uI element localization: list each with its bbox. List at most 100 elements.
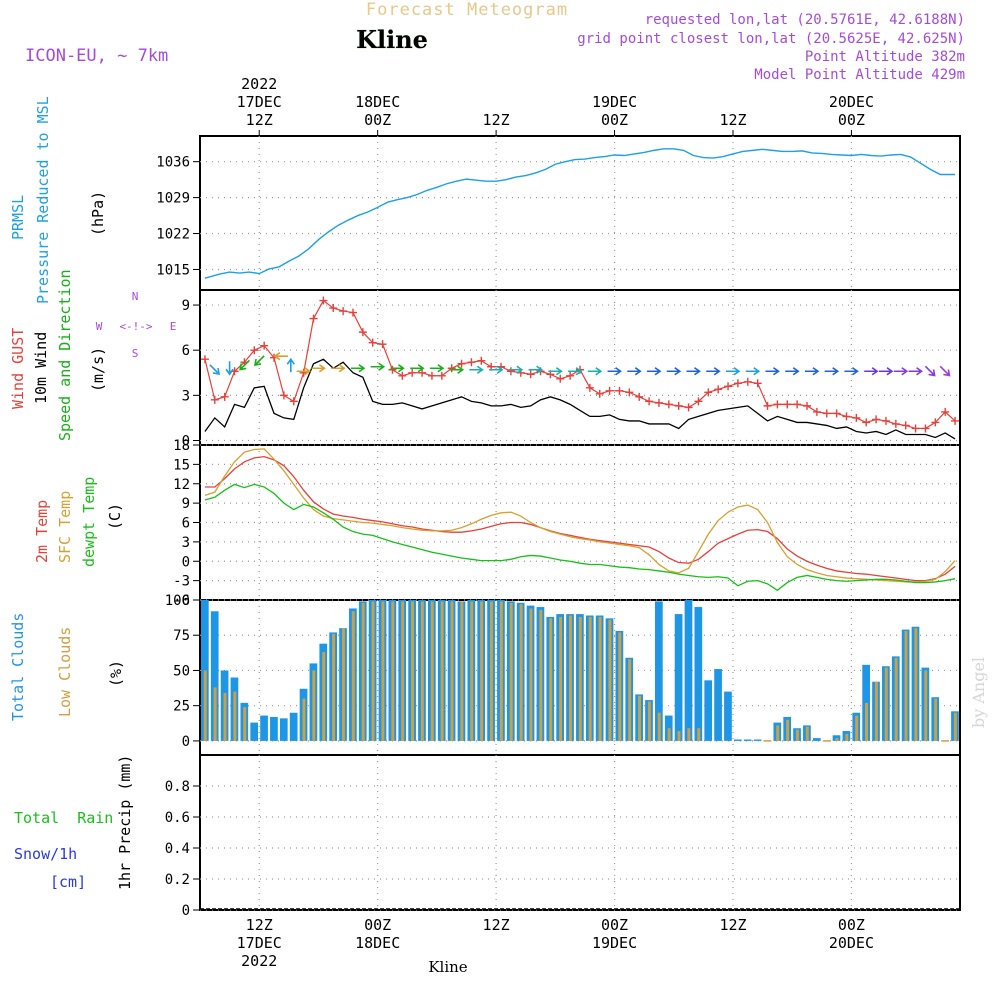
gust-marker <box>526 370 535 379</box>
ytick-label-precip: 0.2 <box>165 872 190 888</box>
ytick-label-clouds: 0 <box>182 734 190 750</box>
bar-low-cloud <box>203 670 207 741</box>
bar-total-cloud <box>270 716 278 741</box>
ytick-label-temperature: 3 <box>182 535 190 551</box>
panel-frames <box>199 135 961 911</box>
bottom-axis-label: 00Z <box>601 916 628 934</box>
wind-direction-arrow <box>410 364 425 373</box>
bar-total-cloud <box>684 600 693 741</box>
gust-marker <box>743 377 752 386</box>
model-altitude: Model Point Altitude 429m <box>754 67 965 83</box>
label-total-rain: Total Rain <box>14 809 113 827</box>
bar-low-cloud <box>450 601 454 741</box>
line-prmsl <box>204 148 956 279</box>
gust-marker <box>289 397 298 406</box>
wind-direction-arrow <box>350 364 366 373</box>
gust-marker <box>348 308 357 317</box>
gust-marker <box>872 415 881 424</box>
label-wind-gust: Wind GUST <box>9 328 27 409</box>
gust-marker <box>605 386 614 395</box>
gust-marker <box>447 364 456 373</box>
ytick-label-temperature: -3 <box>173 574 190 590</box>
data-marks <box>200 148 960 910</box>
bar-low-cloud <box>312 670 316 741</box>
bar-low-cloud <box>924 670 928 741</box>
bar-low-cloud <box>568 615 572 741</box>
grid-point-coords: grid point closest lon,lat (20.5625E, 42… <box>577 31 965 47</box>
gust-marker <box>911 424 920 433</box>
bar-low-cloud <box>904 631 908 741</box>
ytick-label-precip: 0.4 <box>165 841 190 857</box>
ytick-label-pressure: 1029 <box>156 191 190 207</box>
wind-direction-arrow <box>273 352 288 361</box>
bar-low-cloud <box>332 633 336 741</box>
label-c: (C) <box>106 503 124 530</box>
bar-low-cloud <box>361 602 365 741</box>
wind-direction-arrow <box>489 365 504 374</box>
compass-s: S <box>132 347 139 360</box>
bar-total-cloud <box>655 601 663 741</box>
gust-marker <box>625 388 634 397</box>
requested-coords: requested lon,lat (20.5761E, 42.6188N) <box>645 12 965 28</box>
gust-marker <box>724 382 733 391</box>
gust-marker <box>368 338 377 347</box>
bar-low-cloud <box>578 616 582 741</box>
bar-low-cloud <box>430 601 434 741</box>
label-pressure-msl: Pressure Reduced to MSL <box>34 96 52 304</box>
gust-marker <box>635 392 644 401</box>
wind-direction-arrow <box>253 355 265 366</box>
gust-marker <box>684 403 693 412</box>
compass-w: W <box>96 320 103 333</box>
gust-marker <box>556 374 565 383</box>
bar-low-cloud <box>233 691 237 741</box>
wind-direction-arrow <box>508 365 524 374</box>
wind-direction-arrow <box>844 367 859 376</box>
gust-marker <box>339 307 348 316</box>
label-prmsl: PRMSL <box>9 195 27 240</box>
ytick-label-temperature: -6 <box>173 593 190 609</box>
bar-low-cloud <box>499 601 503 741</box>
label-speed-direction: Speed and Direction <box>56 269 74 441</box>
bar-total-cloud <box>812 738 821 741</box>
gust-marker <box>891 419 900 428</box>
bar-low-cloud <box>381 601 385 741</box>
wind-direction-arrow <box>225 361 234 376</box>
bar-low-cloud <box>894 657 898 741</box>
ytick-label-pressure: 1036 <box>156 155 190 171</box>
wind-direction-arrow <box>286 357 295 373</box>
gust-marker <box>467 358 476 367</box>
bar-low-cloud <box>608 619 612 741</box>
credit: by Angel <box>969 657 988 728</box>
bar-low-cloud <box>351 611 355 741</box>
gust-marker <box>812 407 821 416</box>
gust-marker <box>783 400 792 409</box>
gust-marker <box>842 412 851 421</box>
bar-low-cloud <box>934 698 938 741</box>
bottom-axis-label: 12Z <box>246 916 273 934</box>
gust-marker <box>408 368 417 377</box>
top-title: Forecast Meteogram <box>366 0 568 20</box>
line-2m-temp <box>204 455 956 582</box>
gust-marker <box>477 356 486 365</box>
bar-low-cloud <box>401 601 405 741</box>
bar-low-cloud <box>539 609 543 741</box>
top-axis-label: 19DEC <box>592 93 637 111</box>
gust-marker <box>832 409 841 418</box>
wind-direction-arrow <box>449 365 465 374</box>
wind-direction-arrow <box>390 364 405 373</box>
gust-marker <box>645 397 654 406</box>
top-axis-label: 00Z <box>601 111 628 129</box>
gust-marker <box>329 304 338 313</box>
gust-marker <box>862 418 871 427</box>
gust-marker <box>585 383 594 392</box>
bar-low-cloud <box>914 628 918 741</box>
ytick-label-precip: 0.8 <box>165 779 190 795</box>
compass-e: E <box>170 320 177 333</box>
bar-low-cloud <box>638 695 641 741</box>
gust-marker <box>852 413 861 422</box>
gust-marker <box>437 371 446 380</box>
bar-low-cloud <box>647 701 651 741</box>
bar-low-cloud <box>243 707 247 741</box>
bar-low-cloud <box>687 728 691 741</box>
ytick-label-temperature: 9 <box>182 496 190 512</box>
